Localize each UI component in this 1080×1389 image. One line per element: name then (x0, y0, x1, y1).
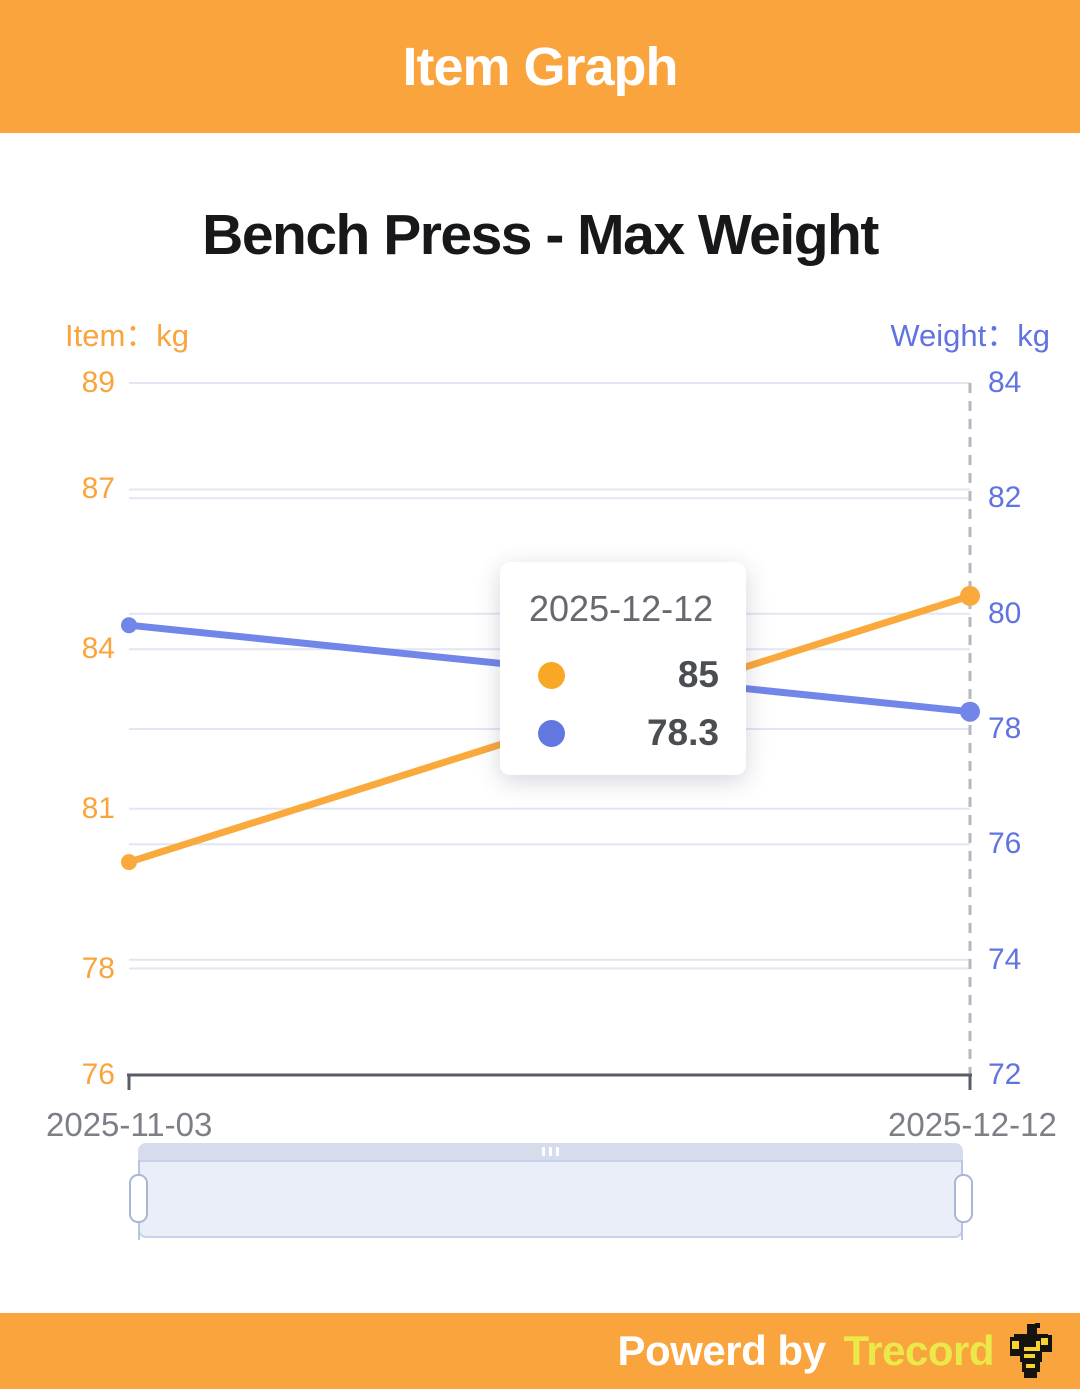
right-axis-tick-label: 78 (988, 712, 1022, 745)
tooltip-rows: 85 78.3 (529, 646, 719, 762)
tooltip-row: 85 (529, 646, 719, 704)
chart-tooltip: 2025-12-12 85 78.3 (500, 562, 746, 775)
drag-dots-icon (542, 1147, 545, 1156)
series-color-dot (538, 719, 565, 747)
right-axis-tick-label: 76 (988, 827, 1022, 861)
brand-name: Trecord (843, 1327, 994, 1374)
tooltip-row: 78.3 (529, 704, 719, 762)
drag-dots-icon (556, 1147, 559, 1156)
tooltip-value: 85 (677, 654, 719, 695)
left-axis-tick-label: 78 (81, 951, 115, 985)
slider-move-handle[interactable] (138, 1143, 963, 1160)
series-point[interactable] (960, 585, 980, 606)
slider-left-handle[interactable] (129, 1174, 148, 1223)
drag-dots-icon (549, 1147, 552, 1156)
right-axis-tick-label: 82 (988, 481, 1022, 515)
left-axis-name: Item：kg (65, 318, 190, 353)
tooltip-date: 2025-12-12 (529, 588, 714, 629)
x-axis-label-end: 2025-12-12 (888, 1106, 1057, 1143)
series-point[interactable] (121, 617, 137, 634)
series-point[interactable] (960, 701, 980, 722)
right-axis-tick-label: 80 (988, 596, 1022, 630)
powered-by-text: Powerd by (617, 1327, 826, 1374)
right-axis-tick-label: 72 (988, 1058, 1022, 1091)
left-axis-tick-label: 76 (81, 1058, 115, 1091)
left-axis-tick-label: 87 (81, 472, 115, 506)
datazoom-slider[interactable] (129, 1143, 973, 1240)
right-axis-name: Weight：kg (890, 318, 1050, 353)
left-axis-tick-label: 81 (81, 791, 115, 825)
series-color-dot (538, 661, 565, 689)
app-header: Item Graph (0, 0, 1080, 133)
slider-selected-range[interactable] (138, 1160, 963, 1238)
right-axis-tick-label: 74 (988, 942, 1022, 976)
app-footer: Powerd by Trecord (0, 1313, 1080, 1389)
bodybuilder-icon (1008, 1323, 1054, 1379)
chart-title: Bench Press - Max Weight (202, 203, 879, 267)
x-axis-label-start: 2025-11-03 (46, 1106, 213, 1143)
series-point[interactable] (121, 854, 137, 871)
left-axis-tick-label: 89 (81, 366, 115, 399)
right-axis-tick-label: 84 (988, 366, 1022, 399)
slider-right-handle[interactable] (954, 1174, 973, 1223)
left-axis-tick-label: 84 (81, 632, 115, 666)
tooltip-value: 78.3 (646, 712, 719, 753)
page-title: Item Graph (402, 36, 678, 97)
